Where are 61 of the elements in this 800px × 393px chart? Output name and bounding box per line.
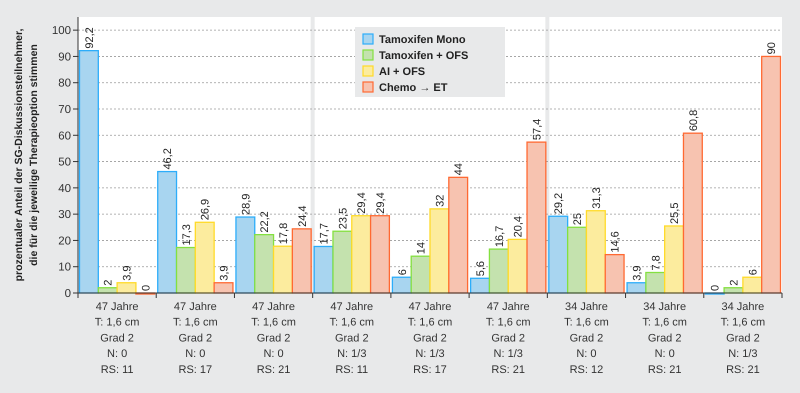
data-label: 31,3 — [590, 187, 603, 209]
x-tick-label: 47 Jahre T: 1,6 cm Grad 2 N: 1/3 RS: 17 — [408, 301, 452, 376]
data-label: 14,6 — [610, 231, 622, 253]
data-label: 32 — [434, 194, 446, 207]
data-label: 7,8 — [650, 255, 662, 270]
y-tick-label: 50 — [58, 156, 71, 169]
data-label: 17,3 — [180, 224, 193, 246]
y-tick-label: 40 — [58, 182, 71, 195]
x-tick-label: 34 Jahre T: 1,6 cm Grad 2 N: 0 RS: 12 — [564, 301, 609, 376]
data-label: 57,4 — [531, 118, 544, 140]
data-label: 6 — [747, 269, 760, 276]
data-label: 90 — [766, 42, 778, 54]
data-label: 17,7 — [318, 223, 331, 244]
data-label: 0 — [140, 284, 152, 291]
data-label: 60,8 — [688, 110, 700, 132]
data-label: 24,4 — [296, 205, 309, 227]
x-tick-label: 47 Jahre T: 1,6 cm Grad 2 N: 0 RS: 17 — [173, 301, 218, 376]
data-label: 0 — [710, 284, 722, 291]
y-tick-label: 70 — [58, 104, 71, 116]
legend-label: AI + OFS — [379, 66, 426, 78]
data-label: 23,5 — [337, 208, 350, 230]
x-tick-label: 34 Jahre T: 1,6 cm Grad 2 N: 0 RS: 21 — [642, 301, 687, 376]
data-label: 3,9 — [218, 265, 231, 281]
legend-label: Tamoxifen Mono — [379, 34, 466, 46]
data-label: 17,8 — [278, 222, 290, 244]
data-label: 25 — [572, 213, 584, 226]
legend-label: Chemo → ET — [379, 82, 448, 94]
y-axis-title: prozentualer Anteil der SG-Diskussionsteilnehmer, die für die jeweilige Therapieoption stimmen — [13, 28, 40, 282]
data-label: 2 — [102, 280, 115, 286]
y-tick-label: 10 — [58, 262, 71, 274]
data-label: 26,9 — [200, 198, 212, 220]
x-tick-label: 47 Jahre T: 1,6 cm Grad 2 N: 1/3 RS: 11 — [329, 301, 374, 376]
data-label: 14 — [416, 242, 428, 254]
data-label: 20,4 — [512, 216, 525, 238]
data-label: 29,4 — [374, 192, 387, 214]
data-label: 5,6 — [475, 260, 488, 276]
data-label: 29,2 — [553, 192, 566, 214]
data-label: 28,9 — [240, 194, 252, 216]
data-label: 6 — [396, 269, 409, 276]
data-label: 16,7 — [494, 226, 506, 248]
y-tick-label: 90 — [58, 51, 71, 64]
y-tick-label: 100 — [52, 25, 71, 38]
data-label: 22,2 — [259, 211, 272, 233]
x-tick-label: 47 Jahre T: 1,6 cm Grad 2 N: 0 RS: 21 — [251, 301, 296, 376]
y-tick-label: 60 — [58, 130, 71, 142]
data-label: 46,2 — [162, 148, 174, 170]
data-label: 44 — [453, 163, 466, 176]
legend-label: Tamoxifen + OFS — [379, 50, 468, 62]
data-label: 29,4 — [356, 192, 368, 214]
data-label: 3,9 — [122, 265, 134, 281]
data-label: 92,2 — [84, 27, 96, 49]
data-label: 3,9 — [631, 265, 644, 281]
data-label: 2 — [728, 280, 740, 286]
data-label: 25,5 — [669, 202, 682, 224]
x-tick-label: 47 Jahre T: 1,6 cm Grad 2 N: 0 RS: 11 — [94, 301, 140, 376]
y-tick-label: 0 — [64, 288, 71, 300]
x-tick-label: 47 Jahre T: 1,6 cm Grad 2 N: 1/3 RS: 21 — [486, 301, 531, 376]
y-tick-label: 30 — [58, 209, 71, 222]
x-tick-label: 34 Jahre T: 1,6 cm Grad 2 N: 1/3 RS: 21 — [720, 301, 766, 376]
y-tick-label: 20 — [58, 235, 71, 248]
y-tick-label: 80 — [58, 78, 71, 90]
